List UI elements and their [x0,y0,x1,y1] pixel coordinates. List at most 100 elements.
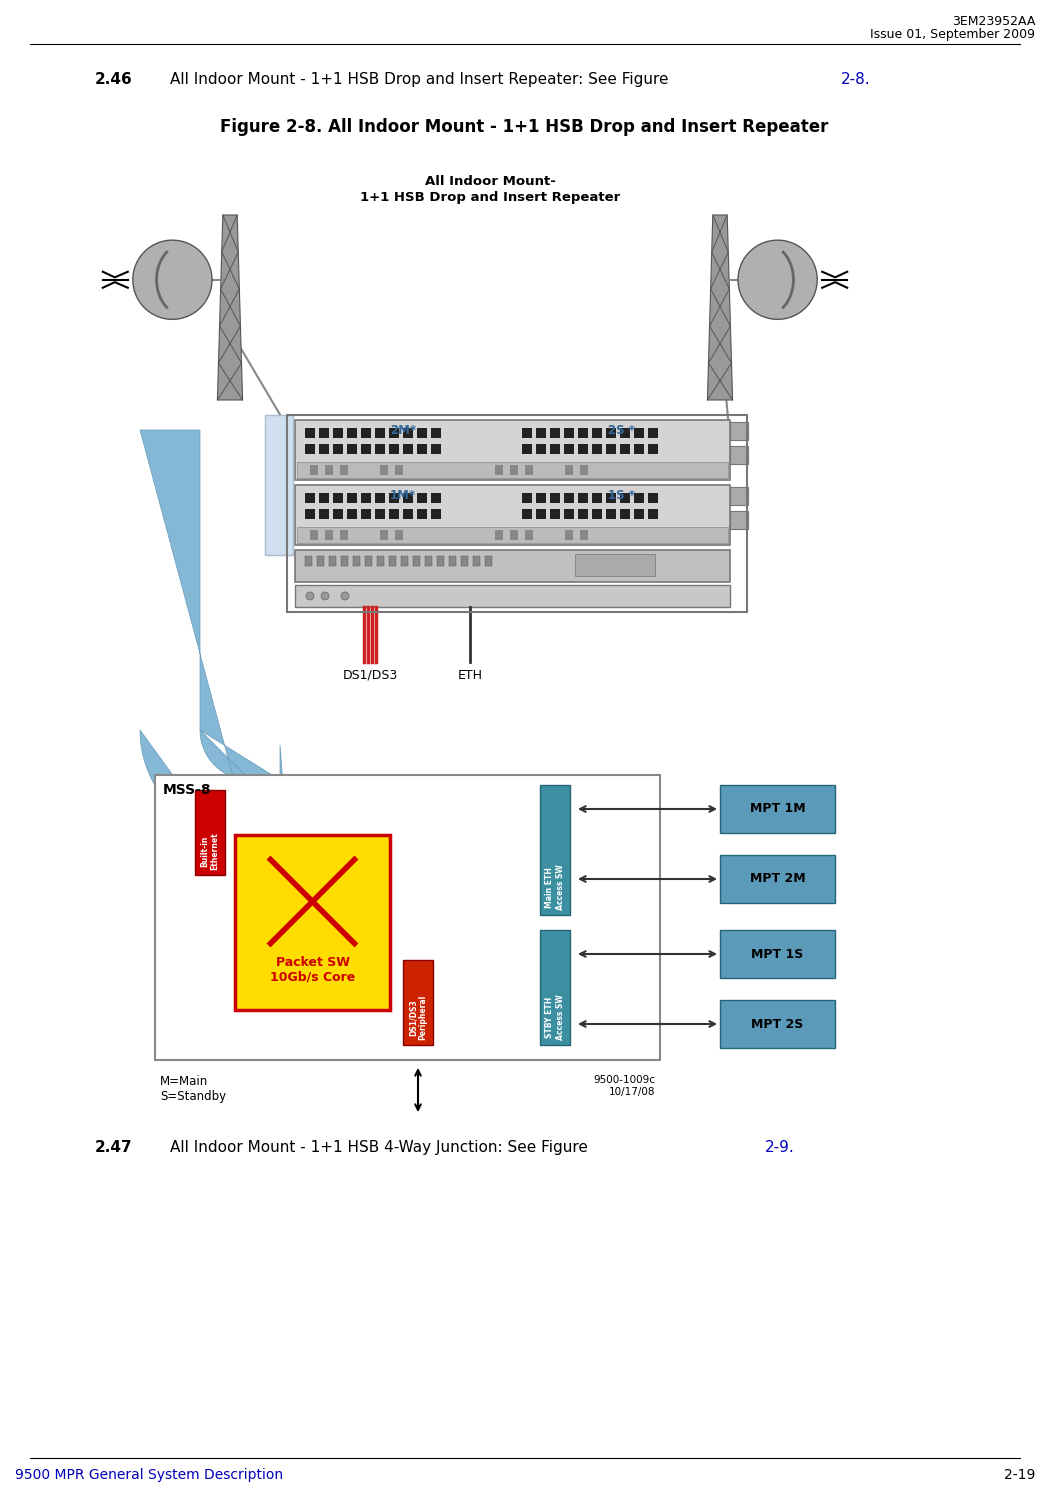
Bar [389,492,399,503]
Bar [720,1000,835,1048]
Bar [325,465,333,474]
Bar [620,444,630,453]
Bar [485,555,492,566]
Bar [606,509,616,519]
Bar [524,530,533,540]
Text: 1M*: 1M* [390,489,416,501]
Bar [380,465,388,474]
Bar [575,554,655,576]
Bar [634,428,644,438]
Bar [564,428,574,438]
Bar [431,509,441,519]
Bar [536,444,545,453]
Bar [340,530,348,540]
Bar [578,444,588,453]
Text: All Indoor Mount - 1+1 HSB 4-Way Junction: See Figure: All Indoor Mount - 1+1 HSB 4-Way Junctio… [170,1139,593,1154]
Bar [374,492,385,503]
Bar [333,444,343,453]
Bar [403,961,433,1045]
Bar [634,492,644,503]
Bar [395,465,403,474]
Bar [195,790,224,875]
Circle shape [321,591,329,600]
Text: 9500-1009c
10/17/08: 9500-1009c 10/17/08 [593,1075,655,1097]
Polygon shape [217,215,242,399]
Text: Issue 01, September 2009: Issue 01, September 2009 [870,29,1035,41]
Bar [365,555,372,566]
Circle shape [738,240,817,320]
Text: 1+1 HSB Drop and Insert Repeater: 1+1 HSB Drop and Insert Repeater [360,191,620,204]
Text: 9500 MPR General System Description: 9500 MPR General System Description [15,1468,283,1481]
Bar [389,509,399,519]
Bar [437,555,444,566]
Bar [495,465,504,474]
Text: Packet SW
10Gb/s Core: Packet SW 10Gb/s Core [270,956,356,983]
Bar [536,492,545,503]
Text: MPT 1M: MPT 1M [750,803,806,815]
Bar [395,530,403,540]
Bar [522,509,532,519]
Bar [389,555,397,566]
Bar [620,509,630,519]
Text: MPT 1S: MPT 1S [751,947,804,961]
Bar [564,444,574,453]
Bar [720,931,835,979]
Bar [648,428,658,438]
Text: M=Main
S=Standby: M=Main S=Standby [160,1075,227,1103]
Bar [524,465,533,474]
Bar [329,555,336,566]
Text: Main ETH
Access SW: Main ETH Access SW [545,865,564,910]
Bar [403,492,413,503]
Bar [648,509,658,519]
Bar [580,530,588,540]
Circle shape [306,591,314,600]
Bar [540,785,570,916]
Text: 2-8.: 2-8. [841,72,871,87]
Bar [340,465,348,474]
Bar [418,428,427,438]
Bar [578,509,588,519]
Bar [311,465,318,474]
Bar [536,509,545,519]
Bar [295,420,730,480]
Bar [634,509,644,519]
Bar [510,530,518,540]
Bar [606,428,616,438]
Bar [235,835,390,1010]
Text: ETH: ETH [457,669,483,681]
Bar [361,509,371,519]
Bar [265,414,293,555]
Bar [317,555,324,566]
Bar [403,428,413,438]
Bar [361,492,371,503]
Bar [401,555,408,566]
Bar [295,485,730,545]
Bar [305,509,315,519]
Bar [461,555,468,566]
Text: Built-in
Ethernet: Built-in Ethernet [200,832,219,871]
Bar [449,555,456,566]
Bar [473,555,480,566]
Text: DS1/DS3: DS1/DS3 [342,669,398,681]
Bar [341,555,348,566]
Bar [580,465,588,474]
Bar [730,446,748,464]
Circle shape [341,591,349,600]
Bar [720,856,835,904]
Bar [592,444,602,453]
Bar [606,492,616,503]
Polygon shape [140,429,285,875]
Bar [403,444,413,453]
Bar [354,555,360,566]
Text: MPT 2M: MPT 2M [750,872,806,886]
Bar [319,492,329,503]
Bar [333,492,343,503]
Bar [374,428,385,438]
Bar [389,444,399,453]
Bar [305,492,315,503]
Bar [361,444,371,453]
Bar [592,492,602,503]
Bar [377,555,384,566]
Bar [522,444,532,453]
Bar [730,422,748,440]
